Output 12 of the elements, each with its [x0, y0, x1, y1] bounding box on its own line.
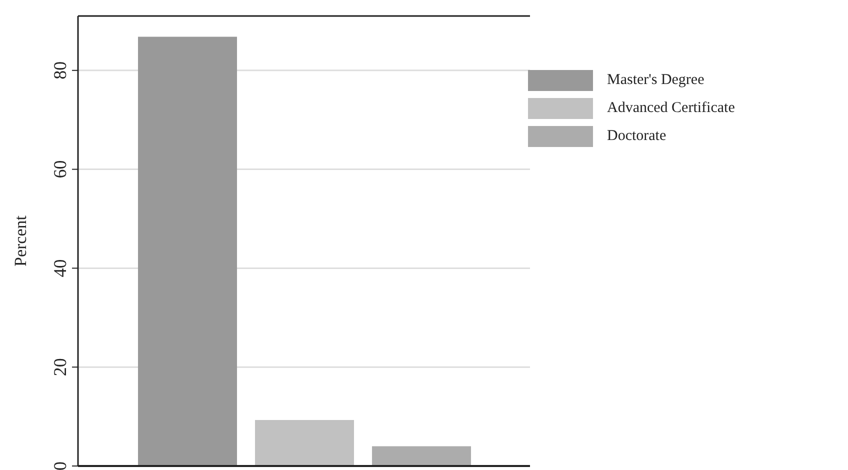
y-tick-label: 60	[50, 160, 70, 178]
y-tick-label: 80	[50, 61, 70, 80]
bar	[138, 36, 237, 466]
legend-label: Doctorate	[607, 128, 666, 144]
y-axis-title: Percent	[11, 215, 30, 266]
bar	[372, 446, 471, 466]
legend-label: Master's Degree	[607, 72, 704, 88]
y-tick-label: 0	[50, 462, 70, 470]
y-tick-label: 40	[50, 259, 70, 278]
y-tick-label: 20	[50, 358, 70, 376]
bar	[255, 420, 354, 466]
legend-label: Advanced Certificate	[607, 100, 735, 116]
